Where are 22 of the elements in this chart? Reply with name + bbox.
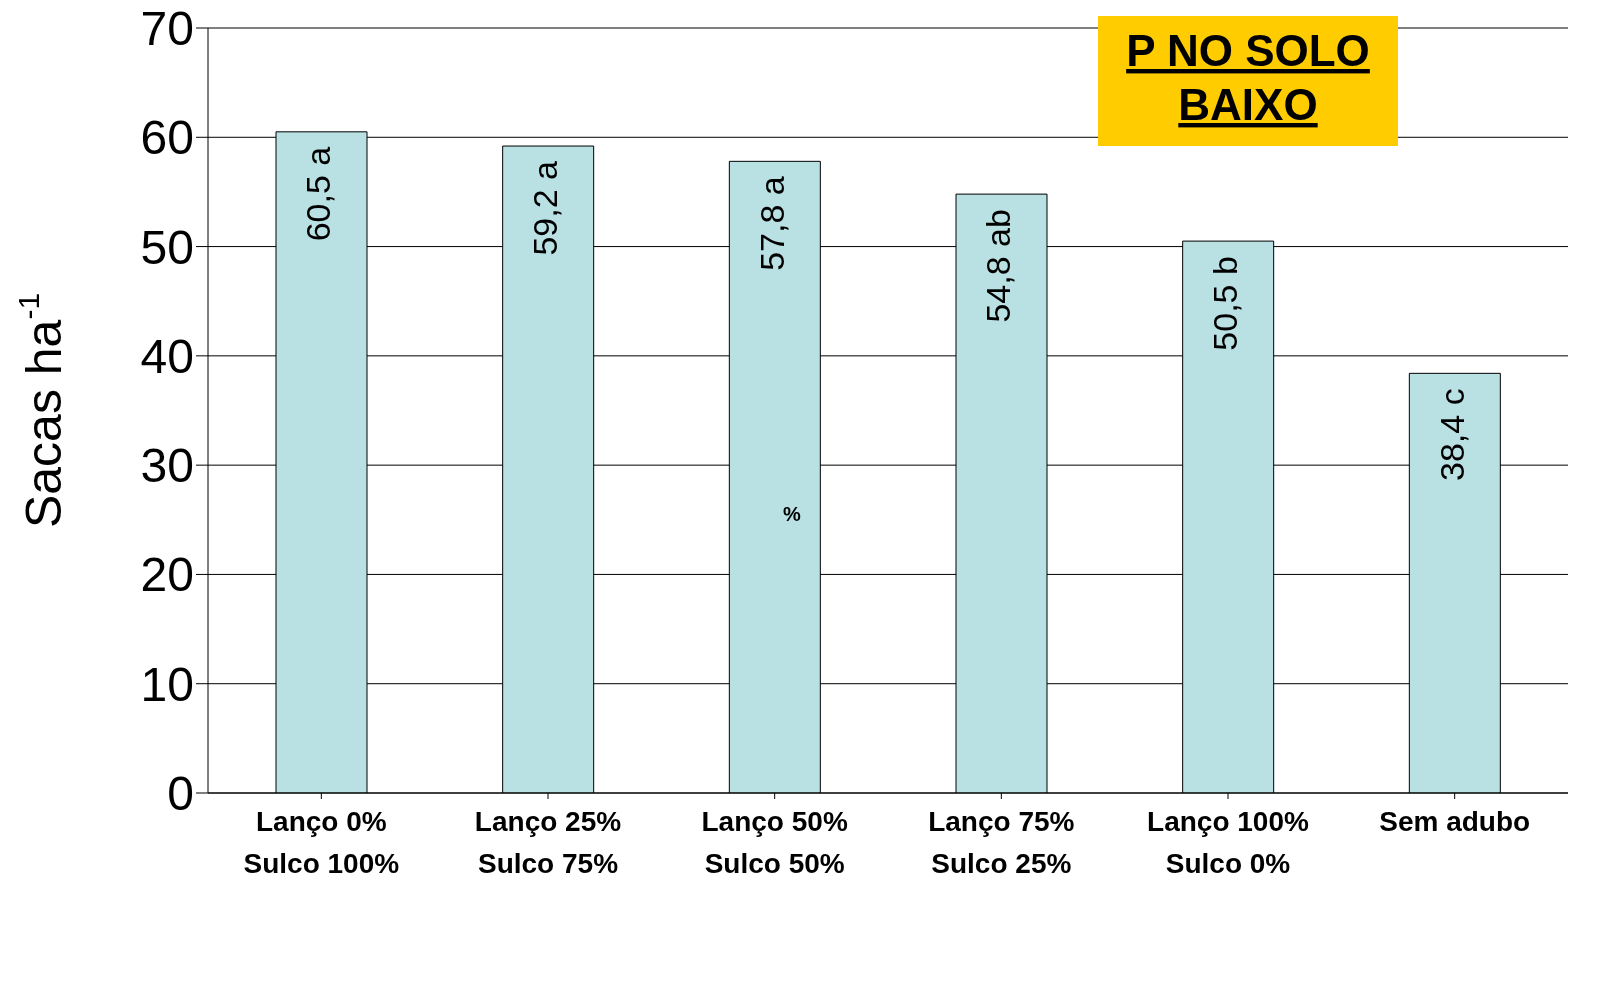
data-label: 50,5 b: [1206, 256, 1245, 351]
x-tick-label: Lanço 25% Sulco 75%: [474, 806, 622, 879]
y-tick-label: 20: [140, 548, 194, 602]
text: P NO SOLO BAIXO: [1126, 26, 1370, 129]
x-tick-label: Lanço 0% Sulco 100%: [243, 806, 400, 879]
x-tick-label: Lanço 100% Sulco 0%: [1147, 806, 1310, 879]
y-tick-label: 10: [140, 657, 194, 711]
x-tick-label: Lanço 75% Sulco 25%: [928, 806, 1075, 879]
y-tick-label: 70: [140, 2, 194, 56]
y-tick-label: 0: [167, 767, 194, 821]
data-label: 38,4 c: [1432, 388, 1471, 481]
y-tick-label: 50: [140, 220, 194, 274]
data-label: 54,8 ab: [979, 209, 1018, 323]
y-tick-label: 60: [140, 111, 194, 165]
y-tick-label: 40: [140, 329, 194, 383]
x-tick-label: Lanço 50% Sulco 50%: [701, 806, 848, 879]
x-tick-label: Sem adubo: [1379, 806, 1531, 837]
y-tick-label: 30: [140, 439, 194, 493]
data-label: 59,2 a: [526, 160, 565, 256]
data-label: 60,5 a: [299, 146, 338, 242]
data-label: 57,8 a: [752, 176, 791, 271]
annotation: %: [783, 503, 801, 526]
